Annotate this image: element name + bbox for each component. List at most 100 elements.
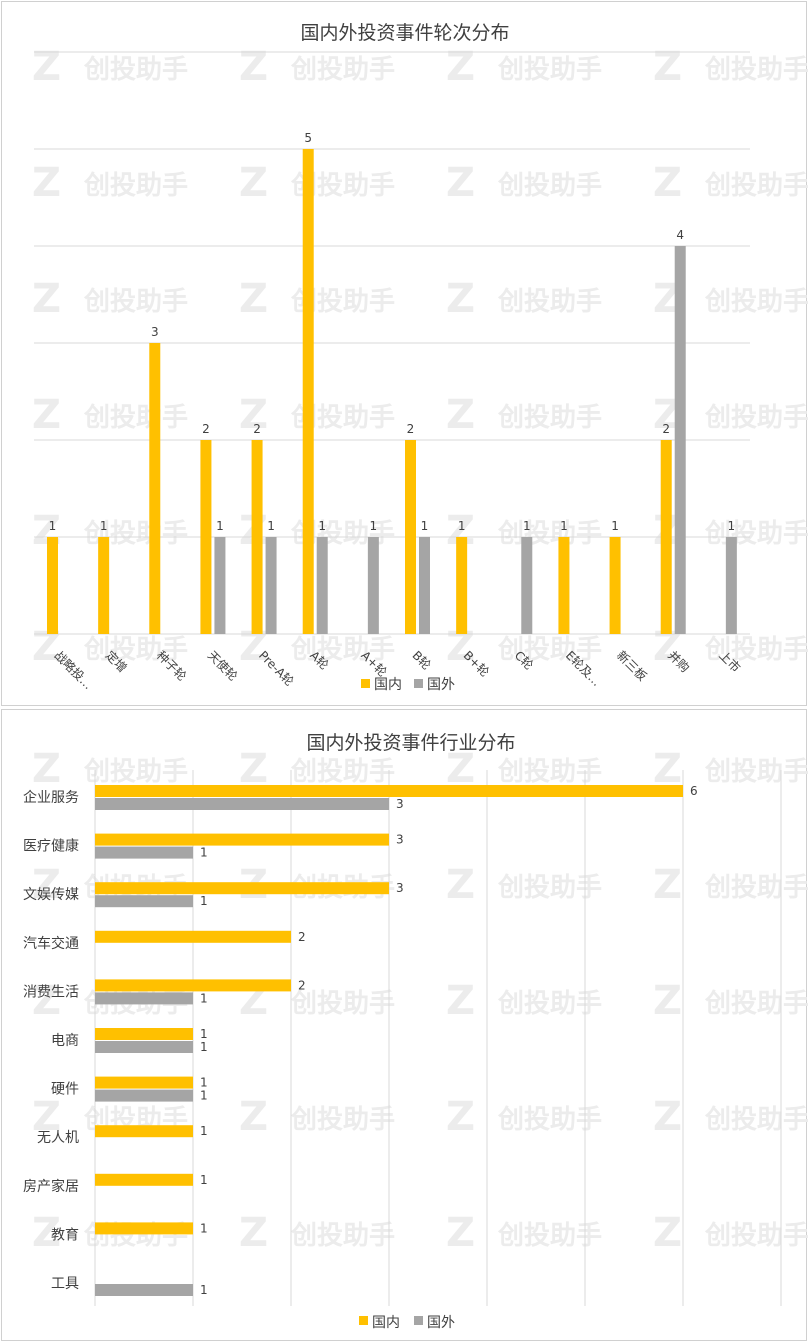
data-label: 3 [151, 325, 159, 339]
category-label: 文娱传媒 [23, 887, 79, 903]
category-label: B轮 [409, 648, 433, 672]
round-distribution-chart: Z 创投助手 Z 创投助手 Z 创投助手 Z 创投助手 Z 创投助手 Z 创投助手 Z 创投助手 Z 创投助手… [1, 1, 808, 706]
category-label: 教育 [51, 1227, 79, 1243]
domestic-bar [95, 1076, 193, 1089]
industry-distribution-chart: Z 创投助手 Z 创投助手 Z 创投助手 Z 创投助手 Z 创投助手 Z 创投助手 Z 创投助手 Z 创投助手… [1, 709, 808, 1341]
foreign-bar [316, 537, 328, 634]
watermark-logo: Z [239, 392, 268, 438]
foreign-bar [95, 1284, 193, 1296]
category-label: 天使轮 [205, 648, 241, 684]
watermark-logo: Z [239, 746, 268, 792]
watermark-text: 创投助手 [704, 1105, 808, 1135]
domestic-bar [95, 882, 389, 895]
watermark-logo: Z [653, 1094, 682, 1140]
data-label: 3 [396, 881, 404, 895]
data-label: 1 [200, 1076, 208, 1090]
data-label: 1 [200, 1040, 208, 1054]
watermark-logo: Z [32, 392, 61, 438]
watermark-text: 创投助手 [290, 1221, 395, 1251]
watermark-text: 创投助手 [497, 519, 602, 549]
domestic-bar [95, 1125, 193, 1138]
watermark-logo: Z [653, 862, 682, 908]
watermark-logo: Z [32, 160, 61, 206]
category-label: 电商 [51, 1033, 79, 1049]
legend: 国内 国外 [361, 677, 455, 693]
watermark-logo: Z [32, 276, 61, 322]
category-label: 汽车交通 [23, 935, 79, 952]
foreign-bar [95, 992, 193, 1005]
foreign-bar [725, 537, 737, 634]
watermark-text: 创投助手 [83, 171, 188, 201]
data-label: 1 [370, 519, 378, 533]
foreign-bar [95, 1089, 193, 1102]
watermark-text: 创投助手 [497, 1221, 602, 1251]
domestic-bar [95, 1173, 193, 1186]
category-label: 企业服务 [23, 789, 79, 806]
watermark-logo: Z [446, 276, 475, 322]
watermark-logo: Z [446, 978, 475, 1024]
legend-swatch-foreign [414, 1316, 423, 1325]
watermark-text: 创投助手 [497, 757, 602, 787]
watermark-text: 创投助手 [497, 1105, 602, 1135]
data-label: 3 [396, 797, 404, 811]
foreign-bar [674, 246, 686, 634]
watermark-logo: Z [239, 1094, 268, 1140]
data-label: 1 [200, 1124, 208, 1138]
watermark-text: 创投助手 [704, 287, 808, 317]
domestic-bar [200, 440, 212, 634]
chart-title: 国内外投资事件轮次分布 [300, 22, 509, 44]
domestic-bar [95, 1222, 193, 1235]
category-label: 无人机 [37, 1130, 79, 1146]
watermark-logo: Z [32, 862, 61, 908]
watermark-logo: Z [446, 44, 475, 90]
domestic-bar [149, 343, 161, 634]
watermark-logo: Z [239, 1210, 268, 1256]
data-label: 1 [458, 519, 466, 533]
data-label: 2 [407, 422, 415, 436]
watermark-logo: Z [653, 1210, 682, 1256]
watermark-text: 创投助手 [497, 873, 602, 903]
watermark-logo: Z [653, 746, 682, 792]
legend-swatch-domestic [359, 1316, 368, 1325]
watermark-text: 创投助手 [290, 757, 395, 787]
watermark-text: 创投助手 [290, 1105, 395, 1135]
domestic-bar [98, 537, 110, 634]
category-label: 房产家居 [23, 1178, 79, 1195]
data-label: 1 [200, 1283, 208, 1297]
foreign-bar [214, 537, 226, 634]
legend: 国内 国外 [359, 1315, 455, 1331]
watermark-logo: Z [32, 44, 61, 90]
data-label: 2 [298, 978, 306, 992]
data-label: 1 [611, 519, 619, 533]
watermark-text: 创投助手 [704, 519, 808, 549]
data-label: 1 [267, 519, 275, 533]
category-label: 医疗健康 [23, 838, 79, 855]
watermark-logo: Z [446, 862, 475, 908]
watermark-logo: Z [32, 1094, 61, 1140]
data-label: 1 [216, 519, 224, 533]
watermark-text: 创投助手 [704, 873, 808, 903]
domestic-bar [95, 1028, 193, 1040]
domestic-bar [95, 979, 291, 992]
watermark-logo: Z [32, 746, 61, 792]
bars: 1 1 3 2 1 2 1 5 1 1 2 1 1 1 1 1 2 4 1 [47, 131, 737, 634]
data-label: 2 [253, 422, 261, 436]
foreign-bar [95, 846, 193, 859]
watermark-logo: Z [446, 1210, 475, 1256]
watermark-text: 创投助手 [290, 989, 395, 1019]
domestic-bar [405, 440, 416, 634]
watermark-logo: Z [446, 746, 475, 792]
watermark-text: 创投助手 [704, 635, 808, 665]
watermark-text: 创投助手 [290, 55, 395, 85]
data-label: 2 [662, 422, 670, 436]
watermark-text: 创投助手 [497, 403, 602, 433]
data-label: 5 [304, 131, 312, 145]
legend-label-foreign: 国外 [427, 677, 455, 693]
foreign-bar [95, 895, 193, 908]
category-label: 硬件 [51, 1082, 79, 1098]
watermark-text: 创投助手 [83, 287, 188, 317]
watermark-logo: Z [32, 978, 61, 1024]
watermark-logo: Z [32, 1210, 61, 1256]
domestic-bar [95, 930, 291, 943]
